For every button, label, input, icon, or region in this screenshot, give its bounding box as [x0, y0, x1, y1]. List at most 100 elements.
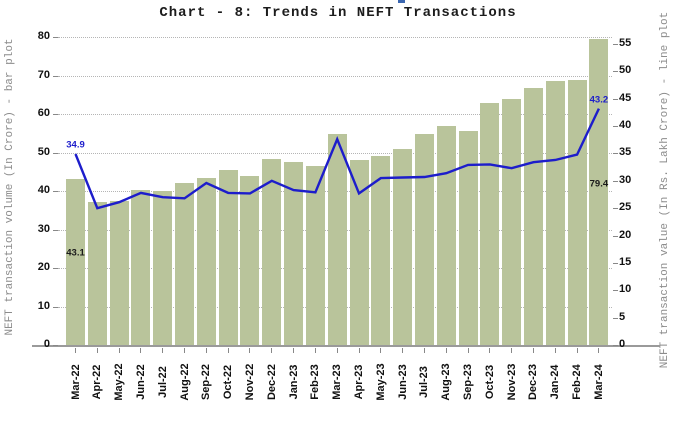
- x-axis-label-Mar-24: Mar-24: [592, 364, 605, 400]
- left-axis-tick-label: 60: [37, 107, 50, 119]
- left-axis-tick-label: 30: [37, 222, 50, 235]
- x-axis-label-Oct-22: Oct-22: [222, 364, 235, 400]
- left-axis-tick: [53, 191, 58, 192]
- left-axis-tick-label: 0: [43, 338, 50, 350]
- right-axis-tick-label: 30: [619, 173, 632, 186]
- right-axis-tick-label: 10: [619, 283, 632, 296]
- bar-Aug-23: [436, 126, 456, 345]
- x-axis-tick: [184, 348, 186, 353]
- x-axis-label-Jul-23: Jul-23: [418, 366, 431, 398]
- bar-Feb-23: [305, 165, 325, 345]
- left-axis-tick-label: 40: [37, 184, 50, 196]
- bar-Sep-22: [196, 178, 216, 345]
- x-axis-tick: [336, 348, 338, 353]
- bar-Feb-24: [567, 80, 587, 345]
- right-axis-title: NEFT transaction value (In Rs. Lakh Cror…: [659, 11, 671, 369]
- bar-Apr-22: [87, 201, 107, 345]
- right-axis-tick: [613, 126, 618, 128]
- right-axis-tick: [613, 235, 618, 237]
- bar-Oct-23: [480, 103, 500, 345]
- bar-Oct-22: [218, 169, 238, 345]
- x-axis-tick: [249, 348, 251, 353]
- x-axis-label-Dec-22: Dec-22: [265, 363, 278, 401]
- right-axis-tick: [613, 71, 618, 73]
- gridline: [58, 37, 612, 38]
- x-axis-tick: [532, 348, 534, 353]
- left-axis-tick: [53, 75, 58, 77]
- x-axis-tick: [227, 348, 229, 353]
- bar-Jun-23: [393, 149, 413, 345]
- x-axis-label-Jan-23: Jan-23: [287, 364, 300, 400]
- x-axis-label-Feb-24: Feb-24: [571, 364, 584, 400]
- bar-Mar-24: [589, 39, 609, 345]
- bar-May-23: [371, 156, 391, 345]
- x-axis-label-Sep-23: Sep-23: [462, 363, 475, 401]
- bar-Dec-23: [523, 87, 543, 345]
- x-axis-tick: [598, 348, 600, 353]
- right-axis-tick-label: 55: [619, 37, 632, 49]
- bar-Dec-22: [262, 158, 282, 345]
- x-axis-tick: [140, 348, 142, 353]
- bar-Jun-22: [131, 190, 151, 345]
- bar-Sep-23: [458, 130, 478, 345]
- left-axis-tick-label: 20: [37, 261, 50, 273]
- x-axis-label-Aug-23: Aug-23: [440, 363, 453, 401]
- left-axis-tick: [53, 37, 58, 38]
- left-axis-tick: [53, 345, 58, 346]
- right-axis-tick-label: 35: [619, 146, 632, 159]
- x-axis-label-Sep-22: Sep-22: [200, 363, 213, 401]
- x-axis-tick: [118, 348, 120, 353]
- x-axis-tick: [445, 348, 447, 353]
- right-axis-tick: [613, 317, 618, 319]
- x-axis-label-Oct-23: Oct-23: [483, 364, 496, 400]
- right-axis-tick: [613, 262, 618, 264]
- x-axis-tick: [358, 348, 360, 353]
- bar-Mar-22: [66, 179, 85, 345]
- x-axis-label-Jun-23: Jun-23: [396, 364, 409, 400]
- right-axis-tick: [613, 153, 618, 155]
- x-axis-tick: [467, 348, 469, 353]
- x-axis-tick: [489, 348, 491, 353]
- right-axis-tick: [613, 180, 618, 182]
- x-axis-line: [32, 345, 660, 347]
- right-axis-tick: [613, 345, 618, 346]
- right-axis-tick-label: 0: [619, 338, 626, 350]
- x-axis-tick: [511, 348, 513, 353]
- x-axis-label-Apr-23: Apr-23: [353, 364, 365, 400]
- bar-Mar-23: [327, 134, 347, 345]
- right-axis-tick-label: 5: [619, 310, 626, 323]
- x-axis-tick: [576, 348, 578, 353]
- right-axis-tick: [613, 290, 618, 292]
- x-axis-tick: [162, 348, 164, 353]
- x-axis-tick: [271, 348, 273, 353]
- bar-Jul-23: [414, 134, 434, 345]
- x-axis-label-May-22: May-22: [113, 363, 126, 401]
- x-axis-tick: [314, 348, 316, 353]
- data-label-43.2: 43.2: [589, 94, 609, 106]
- x-axis-label-Mar-23: Mar-23: [331, 364, 344, 400]
- x-axis-label-Jan-24: Jan-24: [549, 364, 562, 400]
- x-axis-tick: [205, 348, 207, 353]
- bar-Aug-22: [175, 183, 195, 345]
- left-axis-tick-label: 10: [37, 299, 50, 312]
- left-axis-tick: [53, 268, 58, 269]
- bar-Jan-24: [545, 80, 565, 345]
- right-axis-tick-label: 20: [619, 228, 632, 241]
- x-axis-tick: [423, 348, 425, 353]
- bar-May-22: [109, 200, 129, 345]
- x-axis-tick: [402, 348, 404, 353]
- right-axis-tick-label: 15: [619, 255, 632, 268]
- right-axis-tick-label: 50: [619, 64, 632, 77]
- bar-Nov-23: [502, 99, 522, 345]
- x-axis-label-Dec-23: Dec-23: [527, 363, 540, 401]
- chart-title: Chart - 8: Trends in NEFT Transactions: [159, 5, 517, 21]
- x-axis-label-Aug-22: Aug-22: [178, 363, 191, 401]
- bar-Apr-23: [349, 159, 369, 345]
- left-axis-tick-label: 80: [37, 30, 50, 42]
- gridline: [58, 75, 612, 77]
- x-axis-label-Jul-22: Jul-22: [156, 366, 169, 398]
- cropped-header-fragment: [398, 0, 405, 3]
- bar-Jan-23: [284, 161, 304, 345]
- x-axis-label-Feb-23: Feb-23: [309, 364, 322, 400]
